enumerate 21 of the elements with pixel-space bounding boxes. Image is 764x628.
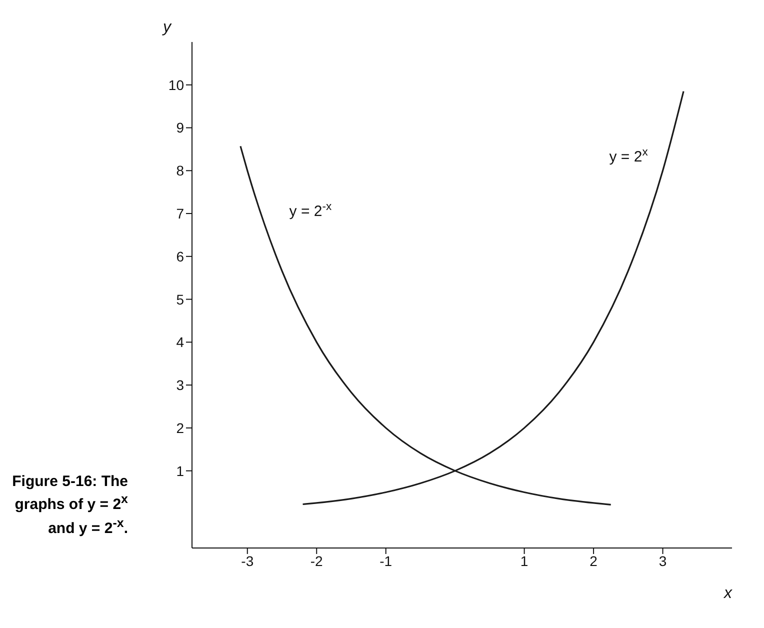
x-axis-title: x bbox=[723, 585, 733, 602]
y-tick-label: 10 bbox=[168, 76, 184, 93]
y-tick-label: 6 bbox=[176, 248, 184, 264]
y-tick-label: 3 bbox=[176, 377, 184, 394]
y-tick-label: 4 bbox=[176, 334, 184, 350]
x-tick-label: 2 bbox=[590, 552, 598, 569]
y-tick-label: 1 bbox=[176, 462, 184, 479]
y-axis-title: y bbox=[162, 19, 172, 36]
y-tick-label: 9 bbox=[176, 120, 184, 136]
x-tick-label: -1 bbox=[380, 552, 392, 569]
x-tick-label: -2 bbox=[310, 552, 324, 569]
x-tick-label: 3 bbox=[658, 552, 667, 569]
x-tick-label: 1 bbox=[520, 552, 528, 569]
x-tick-label: -3 bbox=[241, 552, 254, 569]
text: Figure 5-16: The graphs of y = 2$^{x}$ and y = 2$^{-x}$. bbox=[12, 472, 128, 536]
y-tick-label: 2 bbox=[176, 420, 184, 436]
series-label: y = 2$^{-x}$ bbox=[289, 201, 332, 220]
y-tick-label: 7 bbox=[176, 205, 184, 222]
y-tick-label: 8 bbox=[176, 162, 184, 179]
y-tick-label: 5 bbox=[176, 291, 184, 308]
series-label: y = 2$^{x}$ bbox=[609, 146, 648, 166]
